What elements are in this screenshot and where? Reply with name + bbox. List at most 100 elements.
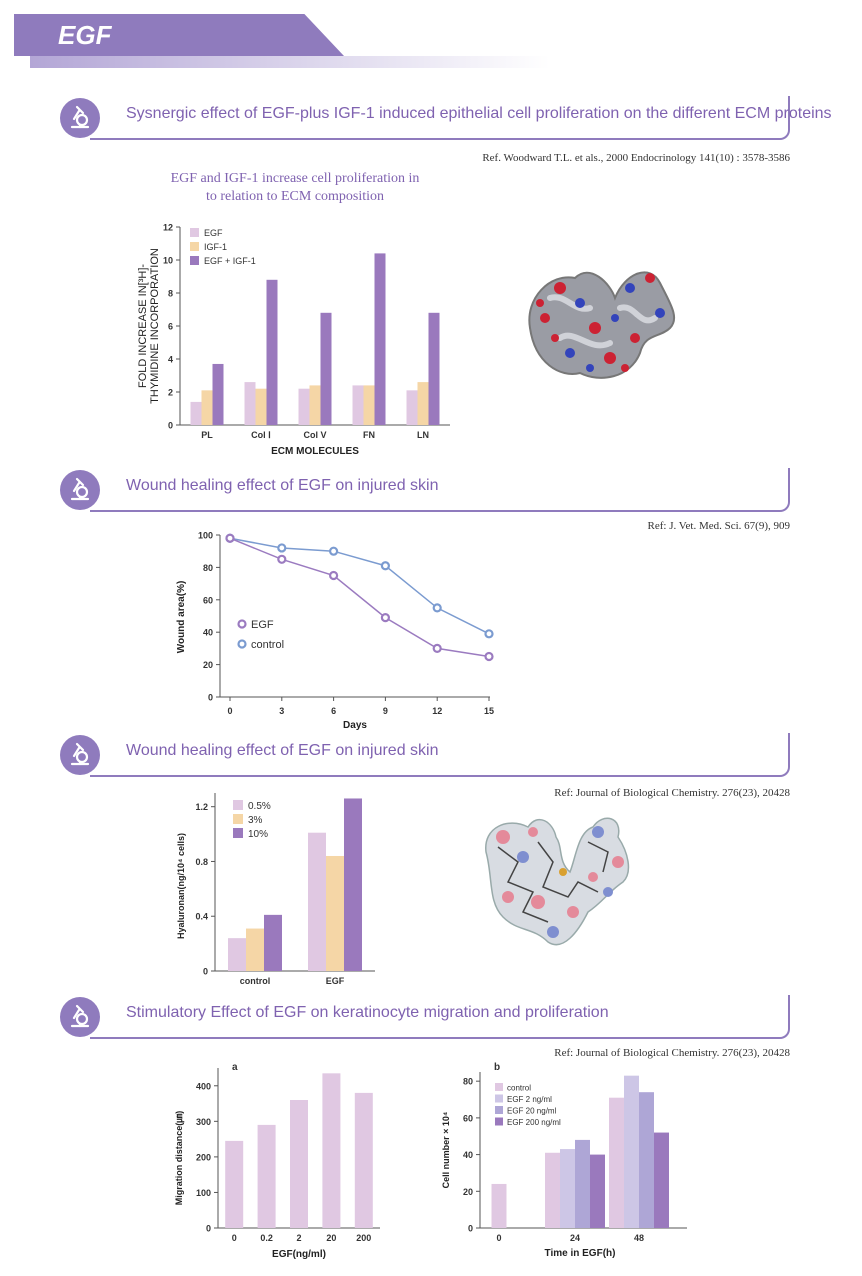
egf-molecule-image (528, 271, 676, 379)
bar (326, 855, 344, 971)
y-tick-label: 0 (468, 1224, 473, 1234)
x-axis-label: Days (343, 720, 367, 731)
bar (298, 388, 310, 425)
reference-text: Ref: Journal of Biological Chemistry. 27… (554, 787, 790, 799)
legend-swatch (190, 228, 199, 237)
y-tick-label: 0.4 (195, 912, 208, 922)
section-title: Stimulatory Effect of EGF on keratinocyt… (126, 1004, 609, 1021)
y-tick-label: 60 (203, 595, 213, 605)
legend-label: 3% (248, 815, 263, 826)
legend-label: EGF 2 ng/ml (507, 1095, 552, 1104)
bar (190, 401, 202, 425)
y-tick-label: 1.2 (195, 802, 208, 812)
legend-swatch (495, 1094, 503, 1103)
x-axis-label: ECM MOLECULES (271, 446, 359, 457)
section-header-1: Sysnergic effect of EGF-plus IGF-1 induc… (60, 96, 832, 140)
x-tick-label: 20 (326, 1233, 336, 1243)
bar (575, 1139, 590, 1228)
y-tick-label: 40 (463, 1150, 473, 1160)
y-tick-label: 6 (168, 322, 173, 332)
y-tick-label: 12 (163, 223, 173, 233)
x-tick-label: 0 (496, 1233, 501, 1243)
bar (290, 1100, 308, 1228)
bar (344, 798, 362, 971)
x-tick-label: 6 (331, 706, 336, 716)
data-point (432, 603, 442, 613)
section-header-4: Stimulatory Effect of EGF on keratinocyt… (60, 995, 790, 1039)
bar (244, 382, 256, 425)
bar (228, 938, 246, 971)
chart-hyaluronan: 0 0.4 0.8 1.2 control EGF 0.5% 3% 10% Hyaluronan(… (176, 793, 375, 986)
y-tick-label: 0.8 (195, 857, 208, 867)
y-tick-label: 4 (168, 355, 173, 365)
microscope-icon (60, 735, 100, 775)
section-header-2: Wound healing effect of EGF on injured s… (60, 468, 790, 512)
egf-structure-image (485, 817, 630, 946)
chart-ecm-proliferation: 0 2 4 6 8 10 12 PL Col Ⅰ Col V FN LN ECM MOLECULES EG… (137, 223, 450, 457)
y-tick-label: 80 (463, 1077, 473, 1087)
bar (545, 1152, 560, 1228)
bar (257, 1124, 276, 1228)
x-tick-label: 24 (570, 1233, 580, 1243)
y-tick-label: 2 (168, 388, 173, 398)
section-title: Wound healing effect of EGF on injured s… (126, 477, 439, 494)
header-banner-fade (30, 56, 550, 68)
legend-label: 10% (248, 829, 268, 840)
data-point (277, 554, 287, 564)
legend-swatch (495, 1083, 503, 1091)
microscope-icon (60, 997, 100, 1037)
legend-label: EGF (204, 228, 223, 238)
bar (560, 1149, 575, 1228)
legend-label: EGF (251, 619, 274, 631)
legend-marker (237, 639, 247, 649)
data-point (484, 629, 494, 639)
x-tick-label: PL (201, 430, 213, 440)
legend-swatch (190, 256, 199, 265)
section-title: Sysnergic effect of EGF-plus IGF-1 induc… (126, 105, 832, 122)
chart-cell-number: 0 20 40 60 80 0 24 48 Time in EGF(h) b Cell number… (441, 1062, 687, 1259)
y-tick-label: 10 (163, 256, 173, 266)
microscope-icon (60, 98, 100, 138)
x-tick-label: Col Ⅰ (251, 430, 271, 440)
bar (639, 1092, 654, 1228)
bar (309, 385, 321, 425)
legend-label: EGF + IGF-1 (204, 256, 256, 266)
data-point (432, 643, 442, 654)
bar (609, 1097, 624, 1228)
reference-text: Ref: J. Vet. Med. Sci. 67(9), 909 (647, 520, 790, 532)
bar (374, 253, 386, 425)
y-tick-label: 100 (196, 1188, 211, 1198)
legend-swatch (495, 1106, 503, 1114)
microscope-icon (60, 470, 100, 510)
bar (428, 312, 440, 425)
bar (246, 928, 264, 971)
x-tick-label: 2 (296, 1233, 301, 1243)
y-tick-label: 100 (198, 531, 213, 541)
bar (212, 363, 224, 425)
x-tick-label: 12 (432, 706, 442, 716)
legend-swatch (233, 800, 243, 810)
y-tick-label: 0 (206, 1224, 211, 1234)
section-header-3: Wound healing effect of EGF on injured s… (60, 733, 790, 777)
chart-title: EGF and IGF-1 increase cell proliferatio… (170, 171, 420, 204)
data-point (329, 546, 339, 556)
y-tick-label: 400 (196, 1081, 211, 1091)
x-tick-label: 0 (227, 706, 232, 716)
legend-swatch (495, 1117, 503, 1126)
reference-text: Ref: Journal of Biological Chemistry. 27… (554, 1047, 790, 1059)
series-line (229, 537, 490, 635)
y-tick-label: 300 (196, 1117, 211, 1127)
section-title: Wound healing effect of EGF on injured s… (126, 742, 439, 759)
x-tick-label: control (240, 976, 271, 986)
bar (255, 388, 267, 425)
legend-label: control (251, 639, 284, 651)
bar (201, 390, 213, 425)
data-point (380, 561, 390, 571)
x-tick-label: 15 (484, 706, 494, 716)
bar (354, 1092, 373, 1228)
bar (417, 382, 429, 425)
legend-label: IGF-1 (204, 242, 227, 252)
header-banner (14, 14, 344, 56)
x-tick-label: 9 (383, 706, 388, 716)
legend-marker (237, 619, 247, 629)
